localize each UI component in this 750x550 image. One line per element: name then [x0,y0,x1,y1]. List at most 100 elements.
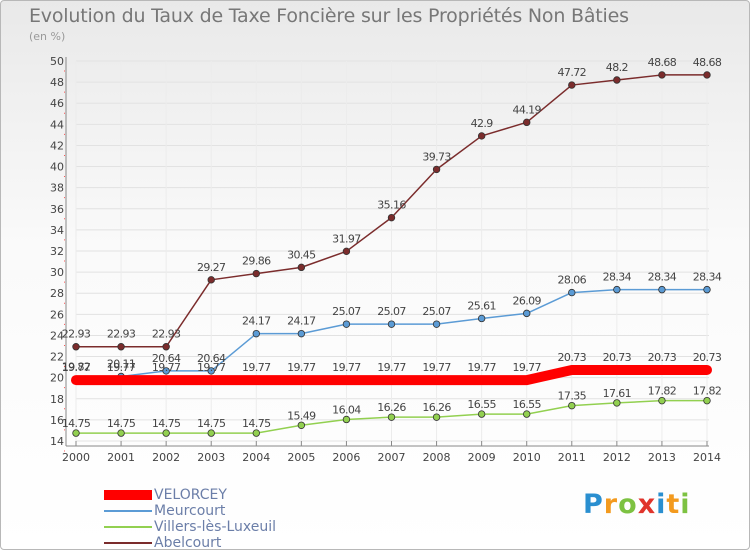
data-point [613,285,621,294]
data-label: 14.75 [62,417,91,430]
x-tick-label: 2013 [648,451,676,464]
data-label: 29.27 [197,261,226,274]
y-tick-label: 32 [50,245,64,258]
data-label: 35.16 [377,199,406,212]
y-tick-label: 16 [50,414,64,427]
data-label: 14.75 [197,417,226,430]
legend-swatch [104,542,152,544]
unit-label: (en %) [29,30,66,43]
data-label: 26.09 [512,294,541,307]
x-tick-label: 2002 [152,451,180,464]
data-label: 19.77 [467,361,496,374]
data-label: 16.04 [332,403,361,416]
legend-swatch [104,526,152,528]
y-tick-label: 36 [50,203,64,216]
data-point [117,343,125,351]
data-label: 29.86 [242,255,271,268]
y-tick-label: 22 [50,351,64,364]
data-label: 44.19 [512,103,541,116]
legend-swatch [104,490,152,500]
data-label: 22.93 [62,328,91,341]
data-label: 16.55 [512,398,541,411]
x-tick-label: 2012 [603,451,631,464]
legend-label: Villers-lès-Luxeuil [154,519,277,535]
y-tick-label: 14 [50,435,64,448]
data-label: 15.49 [287,409,316,422]
y-tick-label: 34 [50,224,64,237]
data-label: 19.77 [107,361,136,374]
x-tick-label: 2006 [332,451,360,464]
data-label: 39.73 [422,150,451,163]
data-point [342,320,351,328]
x-tick-label: 2014 [693,451,721,464]
data-label: 19.77 [287,361,316,374]
data-point [387,320,396,328]
y-tick-label: 28 [50,287,64,300]
x-tick-label: 2011 [558,451,586,464]
y-tick-label: 50 [50,55,64,68]
data-point [252,269,260,278]
data-label: 19.77 [422,361,451,374]
data-point [207,429,215,437]
data-point [477,132,486,140]
data-point [432,413,441,421]
data-label: 19.77 [242,361,271,374]
data-label: 22.93 [107,328,136,341]
data-label: 25.07 [422,305,451,318]
data-label: 17.82 [648,385,677,398]
data-label: 19.77 [62,361,91,374]
y-tick-label: 46 [50,97,64,110]
data-label: 24.17 [287,315,316,328]
x-tick-label: 2003 [197,451,225,464]
data-point [207,276,215,284]
data-label: 19.77 [197,361,226,374]
y-tick-label: 42 [50,139,64,152]
data-label: 19.77 [512,361,541,374]
data-label: 19.82 [62,361,91,374]
data-label: 48.68 [693,56,722,69]
data-label: 20.73 [603,351,632,364]
data-label: 31.97 [332,232,361,245]
data-label: 20.11 [107,358,136,371]
data-label: 25.61 [467,299,496,312]
data-label: 22.93 [152,328,181,341]
data-label: 20.64 [152,352,181,365]
data-label: 20.73 [648,351,677,364]
data-point [297,329,306,338]
data-point [703,71,711,79]
data-label: 20.64 [197,352,226,365]
proxiti-logo: Proxiti [583,489,691,520]
data-label: 28.06 [558,274,587,287]
legend-label: Meurcourt [154,503,226,519]
data-point [703,285,711,294]
data-label: 20.73 [558,351,587,364]
data-point [72,343,80,351]
x-tick-label: 2007 [378,451,406,464]
data-point [252,429,260,437]
data-point [162,343,170,351]
data-label: 17.35 [558,390,587,403]
data-label: 25.07 [332,305,361,318]
data-point [162,429,170,437]
data-label: 19.77 [152,361,181,374]
data-point [658,285,666,294]
data-label: 28.34 [603,271,632,284]
data-point [432,320,441,328]
data-label: 24.17 [242,315,271,328]
legend-label: VELORCEY [154,487,227,503]
data-point [523,309,531,318]
chart-title: Evolution du Taux de Taxe Foncière sur l… [29,5,629,27]
data-label: 14.75 [152,417,181,430]
x-tick-label: 2010 [513,451,541,464]
data-point [162,367,170,375]
x-tick-label: 2004 [242,451,270,464]
data-point [703,396,711,405]
data-point [297,421,306,429]
data-label: 47.72 [558,66,587,79]
data-point [342,415,351,424]
data-point [523,410,531,418]
data-label: 14.75 [242,417,271,430]
legend-swatch [104,510,152,512]
y-tick-label: 44 [50,118,64,131]
